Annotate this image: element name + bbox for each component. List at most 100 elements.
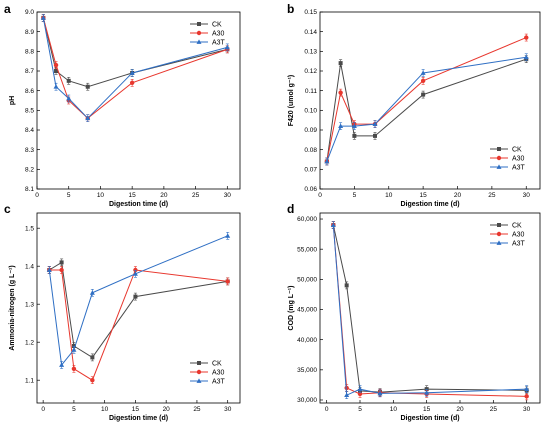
y-axis-title: F420 (umol g⁻¹)	[288, 75, 295, 127]
data-point	[53, 62, 59, 68]
data-point	[338, 90, 343, 95]
series-line	[42, 17, 228, 119]
y-tick-label: 0.10	[304, 108, 317, 115]
series-CK	[331, 221, 529, 396]
legend-label: A3T	[212, 378, 226, 385]
data-point	[132, 271, 138, 276]
series-line	[48, 235, 228, 367]
x-tick-label: 20	[454, 192, 462, 199]
y-tick-label: 8.8	[25, 49, 34, 56]
x-tick-label: 5	[67, 192, 71, 199]
y-tick-label: 40,000	[297, 337, 317, 344]
y-tick-label: 30,000	[297, 397, 317, 404]
legend-marker	[196, 378, 202, 383]
data-point	[40, 15, 46, 20]
x-tick-label: 5	[358, 406, 362, 413]
data-point	[85, 84, 90, 89]
y-tick-label: 50,000	[297, 277, 317, 284]
series-line	[332, 225, 527, 397]
series-A3T	[46, 232, 231, 369]
data-point	[66, 95, 72, 101]
legend-label: CK	[212, 360, 222, 367]
x-tick-label: 20	[163, 406, 171, 413]
y-tick-label: 0.06	[304, 186, 317, 193]
panel-letter: a	[4, 2, 11, 16]
data-point	[330, 222, 336, 227]
data-point	[373, 133, 377, 138]
legend-label: A30	[512, 231, 525, 238]
data-point	[224, 44, 230, 50]
x-tick-label: 25	[488, 192, 496, 199]
data-point	[344, 283, 349, 288]
x-tick-label: 30	[224, 192, 232, 199]
x-tick-label: 15	[423, 406, 431, 413]
legend-label: A3T	[212, 39, 226, 46]
series-A30	[41, 14, 230, 122]
data-point	[421, 92, 426, 97]
x-tick-label: 30	[523, 192, 531, 199]
data-point	[71, 347, 77, 352]
data-point	[85, 115, 91, 121]
data-point	[225, 279, 230, 284]
panel-letter: d	[287, 202, 294, 216]
y-tick-label: 1.2	[25, 339, 34, 346]
x-tick-label: 25	[192, 192, 200, 199]
x-tick-label: 20	[456, 406, 464, 413]
legend-marker	[196, 39, 202, 44]
panel-letter: b	[287, 2, 294, 16]
x-axis-title: Digestion time (d)	[109, 415, 168, 422]
data-point	[420, 78, 426, 84]
y-tick-label: 1.4	[25, 263, 34, 270]
data-point	[90, 378, 95, 383]
series-line	[42, 17, 228, 88]
data-point	[524, 35, 529, 40]
series-A3T	[330, 221, 530, 399]
data-point	[54, 69, 59, 73]
data-point	[344, 392, 350, 398]
plot-frame	[319, 11, 541, 190]
y-tick-label: 45,000	[297, 307, 317, 314]
y-tick-label: 1.1	[25, 377, 34, 384]
series-line	[332, 225, 527, 396]
data-point	[338, 61, 343, 66]
legend-marker	[497, 147, 501, 151]
legend-label: A30	[512, 155, 525, 162]
y-tick-label: 1.3	[25, 301, 34, 308]
y-tick-label: 8.7	[25, 68, 34, 75]
data-point	[225, 233, 231, 238]
series-A30	[324, 33, 529, 166]
legend: CK A30 A3T	[190, 21, 226, 46]
legend-marker	[496, 155, 502, 161]
y-tick-label: 0.14	[304, 29, 317, 36]
legend-marker	[197, 22, 201, 26]
series-line	[49, 261, 228, 359]
legend-label: A30	[212, 369, 225, 376]
data-point	[89, 290, 95, 295]
x-tick-label: 0	[41, 406, 45, 413]
x-tick-label: 5	[72, 406, 76, 413]
legend: CK A30 A3T	[490, 222, 526, 247]
data-point	[71, 366, 77, 371]
y-tick-label: 1.5	[25, 225, 34, 232]
data-point	[357, 386, 363, 392]
series-A30	[47, 266, 230, 385]
data-point	[377, 390, 383, 396]
y-tick-label: 35,000	[297, 367, 317, 374]
data-point	[53, 84, 59, 89]
series-line	[326, 58, 527, 162]
plot-frame	[36, 11, 241, 190]
legend: CK A30 A3T	[190, 360, 226, 385]
legend-marker	[496, 240, 502, 245]
y-tick-label: 60,000	[297, 216, 317, 223]
y-tick-label: 0.15	[304, 9, 317, 16]
y-tick-label: 0.13	[304, 49, 317, 56]
y-tick-label: 8.9	[25, 29, 34, 36]
x-tick-label: 5	[353, 192, 357, 199]
y-tick-label: 8.1	[25, 186, 34, 193]
x-tick-label: 0	[35, 192, 39, 199]
panel-d: d 0 5 10 15 20 25 30 30,000 35,000 40,000 45,000 50,…	[287, 202, 541, 422]
y-tick-label: 0.12	[304, 68, 317, 75]
y-axis-title: Ammonia-nitrogen (g L⁻¹)	[9, 265, 16, 350]
y-tick-label: 55,000	[297, 246, 317, 253]
legend-marker	[497, 223, 501, 227]
